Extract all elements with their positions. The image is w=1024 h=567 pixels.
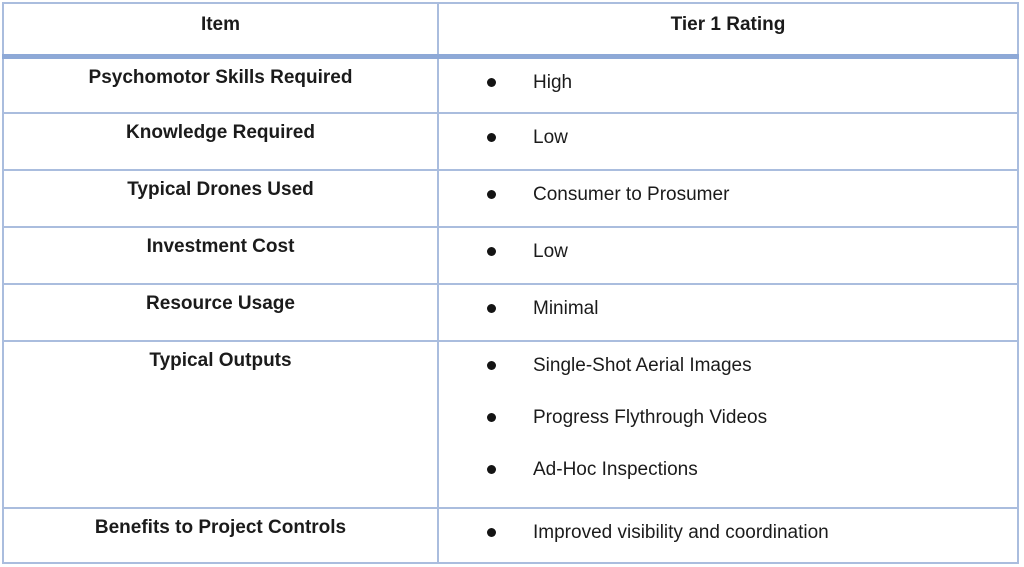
bullet-item: Progress Flythrough Videos [487,405,1007,430]
table-row: Benefits to Project Controls Improved vi… [2,507,1019,564]
rating-cell: Consumer to Prosumer [437,169,1019,228]
bullet-icon [487,190,496,199]
bullet-item: Low [487,125,1007,150]
item-label: Resource Usage [2,283,439,342]
table-header-row: Item Tier 1 Rating [2,2,1019,59]
table-row: Knowledge Required Low [2,112,1019,171]
bullet-item: Single-Shot Aerial Images [487,353,1007,378]
bullet-icon [487,361,496,370]
rating-value: High [533,71,573,93]
bullet-icon [487,304,496,313]
rating-value: Minimal [533,298,599,319]
bullet-icon [487,77,496,87]
bullet-item: Consumer to Prosumer [487,182,1007,207]
item-label: Knowledge Required [2,112,439,171]
rating-cell: High [437,55,1019,114]
rating-value: Consumer to Prosumer [533,184,730,205]
table-row: Typical Drones Used Consumer to Prosumer [2,169,1019,228]
bullet-icon [487,413,496,422]
rating-value: Single-Shot Aerial Images [533,355,752,376]
bullet-icon [487,133,496,142]
bullet-item: Improved visibility and coordination [487,520,1007,545]
bullet-icon [487,465,496,474]
rating-value: Low [533,241,568,262]
rating-cell: Low [437,226,1019,285]
bullet-icon [487,528,496,537]
rating-cell: Low [437,112,1019,171]
column-header-tier1-rating: Tier 1 Rating [437,2,1019,59]
item-label: Psychomotor Skills Required [2,55,439,114]
table-row: Psychomotor Skills Required High [2,55,1019,114]
rating-cell: Improved visibility and coordination [437,507,1019,564]
rating-cell: Minimal [437,283,1019,342]
bullet-item: Low [487,239,1007,264]
item-label: Typical Drones Used [2,169,439,228]
table-row: Typical Outputs Single-Shot Aerial Image… [2,340,1019,509]
rating-value: Improved visibility and coordination [533,522,829,543]
rating-value: Low [533,127,568,148]
bullet-item: High [487,70,1007,95]
item-label: Typical Outputs [2,340,439,509]
bullet-item: Ad-Hoc Inspections [487,457,1007,482]
rating-value: Ad-Hoc Inspections [533,459,698,480]
column-header-item: Item [2,2,439,59]
item-label: Investment Cost [2,226,439,285]
rating-value: Progress Flythrough Videos [533,407,768,428]
bullet-item: Minimal [487,296,1007,321]
table-row: Resource Usage Minimal [2,283,1019,342]
table-row: Investment Cost Low [2,226,1019,285]
bullet-icon [487,247,496,256]
rating-cell: Single-Shot Aerial Images Progress Flyth… [437,340,1019,509]
item-label: Benefits to Project Controls [2,507,439,564]
